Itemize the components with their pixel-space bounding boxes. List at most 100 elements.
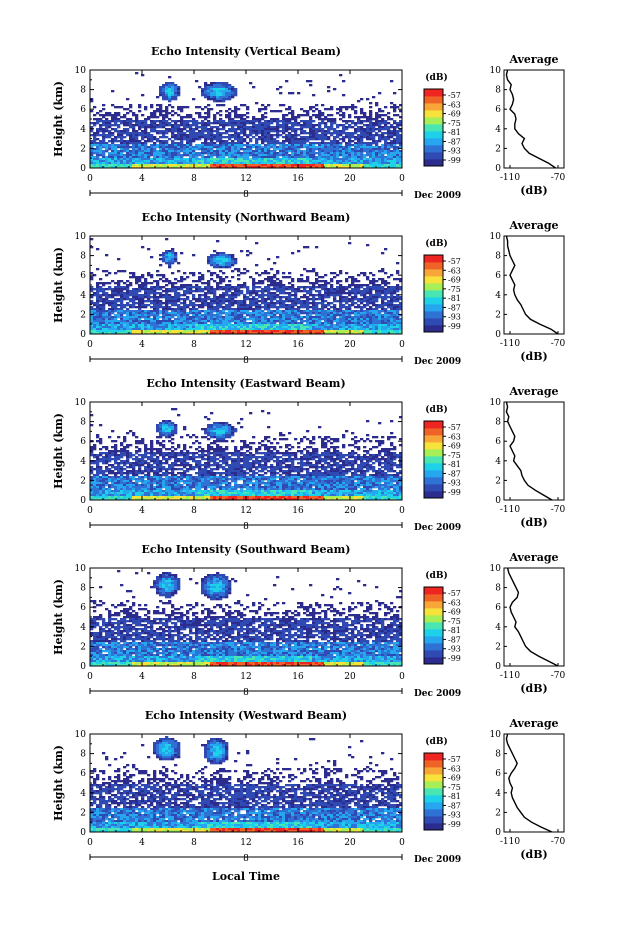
colorbar-tick-label: -63 xyxy=(448,598,461,607)
colorbar-tick-label: -57 xyxy=(448,589,461,598)
colorbar-segment xyxy=(424,325,443,332)
y-tick-label: 0 xyxy=(80,662,86,672)
y-tick-label: 0 xyxy=(80,164,86,174)
x-tick-label: 0 xyxy=(87,838,93,848)
colorbar-segment xyxy=(424,297,443,304)
y-tick-label: 6 xyxy=(80,769,86,779)
profile-y-tick-label: 6 xyxy=(495,271,501,281)
y-tick-label: 8 xyxy=(80,750,86,760)
colorbar-tick-label: -87 xyxy=(448,137,461,146)
colorbar-segment xyxy=(424,629,443,636)
date-label: Dec 2009 xyxy=(414,855,461,865)
profile-line xyxy=(506,70,555,168)
y-tick-label: 2 xyxy=(80,144,86,154)
y-tick-label: 10 xyxy=(75,564,87,574)
profile-y-tick-label: 10 xyxy=(490,730,502,740)
x-tick-label: 16 xyxy=(292,838,304,848)
x-tick-label: 8 xyxy=(191,506,197,516)
colorbar-tick-label: -63 xyxy=(448,100,461,109)
x-tick-label: 8 xyxy=(191,340,197,350)
colorbar-tick-label: -99 xyxy=(448,322,461,331)
profile-title: Average xyxy=(508,53,558,66)
profile-y-tick-label: 2 xyxy=(495,808,501,818)
profile-y-tick-label: 8 xyxy=(495,86,501,96)
y-tick-label: 2 xyxy=(80,808,86,818)
date-marker: 8 xyxy=(243,190,249,200)
colorbar-unit: (dB) xyxy=(425,238,447,249)
profile-title: Average xyxy=(508,551,558,564)
x-tick-label: 12 xyxy=(240,174,251,184)
colorbar-segment xyxy=(424,103,443,110)
profile-x-tick-label: -110 xyxy=(500,671,520,681)
colorbar-segment xyxy=(424,304,443,311)
colorbar-segment xyxy=(424,491,443,498)
profile-x-label: (dB) xyxy=(520,848,547,861)
y-tick-label: 8 xyxy=(80,252,86,262)
date-marker: 8 xyxy=(243,854,249,864)
colorbar-segment xyxy=(424,463,443,470)
colorbar-segment xyxy=(424,753,443,760)
colorbar-tick-label: -87 xyxy=(448,469,461,478)
heatmap-cells xyxy=(90,408,402,500)
profile-line xyxy=(508,568,558,666)
colorbar-segment xyxy=(424,262,443,269)
colorbar-tick-label: -57 xyxy=(448,755,461,764)
y-tick-label: 4 xyxy=(80,789,86,799)
profile-y-tick-label: 8 xyxy=(495,750,501,760)
y-tick-label: 10 xyxy=(75,398,87,408)
colorbar-tick-label: -63 xyxy=(448,266,461,275)
colorbar-segment xyxy=(424,96,443,103)
colorbar-segment xyxy=(424,657,443,664)
colorbar-segment xyxy=(424,774,443,781)
colorbar-segment xyxy=(424,152,443,159)
profile-x-tick-label: -70 xyxy=(551,505,566,515)
y-tick-label: 4 xyxy=(80,291,86,301)
colorbar-segment xyxy=(424,269,443,276)
y-tick-label: 0 xyxy=(80,330,86,340)
profile-line xyxy=(506,402,552,500)
profile-y-tick-label: 10 xyxy=(490,232,502,242)
x-tick-label: 20 xyxy=(344,838,356,848)
date-marker: 8 xyxy=(243,522,249,532)
colorbar-tick-label: -75 xyxy=(448,285,461,294)
x-tick-label: 16 xyxy=(292,672,304,682)
profile-x-tick-label: -70 xyxy=(551,837,566,847)
profile-y-tick-label: 8 xyxy=(495,584,501,594)
colorbar-segment xyxy=(424,643,443,650)
colorbar-tick-label: -93 xyxy=(448,313,461,322)
x-tick-label: 20 xyxy=(344,506,356,516)
colorbar-segment xyxy=(424,477,443,484)
y-axis-label: Height (km) xyxy=(52,247,65,323)
colorbar-unit: (dB) xyxy=(425,72,447,83)
colorbar-tick-label: -57 xyxy=(448,423,461,432)
x-tick-label: 0 xyxy=(399,506,405,516)
profile-y-tick-label: 4 xyxy=(495,457,501,467)
y-tick-label: 8 xyxy=(80,584,86,594)
y-tick-label: 10 xyxy=(75,232,87,242)
colorbar-tick-label: -69 xyxy=(448,276,461,285)
colorbar-segment xyxy=(424,484,443,491)
panel-title: Echo Intensity (Westward Beam) xyxy=(145,709,347,722)
date-label: Dec 2009 xyxy=(414,357,461,367)
x-tick-label: 12 xyxy=(240,340,251,350)
colorbar-segment xyxy=(424,470,443,477)
colorbar-segment xyxy=(424,615,443,622)
profile-y-tick-label: 2 xyxy=(495,476,501,486)
profile-x-label: (dB) xyxy=(520,184,547,197)
colorbar-tick-label: -75 xyxy=(448,451,461,460)
panel-title: Echo Intensity (Vertical Beam) xyxy=(151,45,341,58)
x-tick-label: 0 xyxy=(399,672,405,682)
profile-x-label: (dB) xyxy=(520,350,547,363)
colorbar-segment xyxy=(424,89,443,96)
profile-frame xyxy=(504,236,564,334)
x-tick-label: 4 xyxy=(139,838,145,848)
colorbar-segment xyxy=(424,124,443,131)
colorbar-tick-label: -57 xyxy=(448,91,461,100)
profile-y-tick-label: 2 xyxy=(495,642,501,652)
profile-x-tick-label: -110 xyxy=(500,173,520,183)
colorbar-segment xyxy=(424,795,443,802)
colorbar-tick-label: -93 xyxy=(448,479,461,488)
date-label: Dec 2009 xyxy=(414,689,461,699)
